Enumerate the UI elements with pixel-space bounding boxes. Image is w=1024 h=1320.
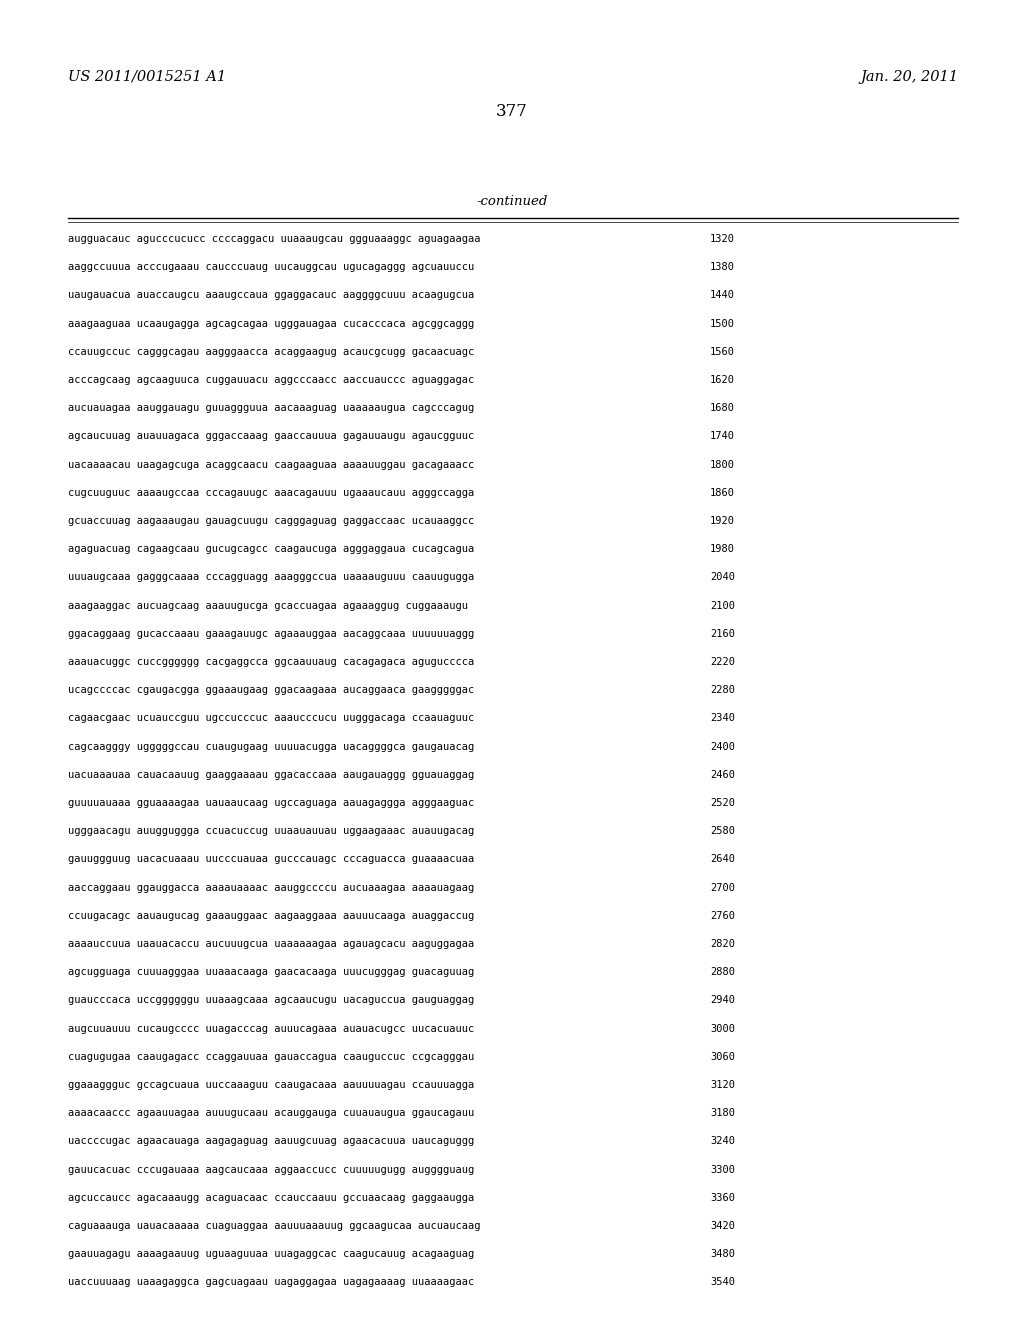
Text: 2580: 2580 xyxy=(710,826,735,836)
Text: 2040: 2040 xyxy=(710,573,735,582)
Text: cagcaagggу ugggggccau cuaugugaag uuuuacugga uacaggggca gaugauacag: cagcaagggу ugggggccau cuaugugaag uuuuacu… xyxy=(68,742,474,751)
Text: aucuauagaa aauggauagu guuaggguua aacaaaguag uaaaaaugua cagcccagug: aucuauagaa aauggauagu guuaggguua aacaaag… xyxy=(68,403,474,413)
Text: 1560: 1560 xyxy=(710,347,735,356)
Text: 2760: 2760 xyxy=(710,911,735,921)
Text: aaaacaaccc agaauuagaa auuugucaau acauggauga cuuauaugua ggaucagauu: aaaacaaccc agaauuagaa auuugucaau acaugga… xyxy=(68,1109,474,1118)
Text: aaagaaguaa ucaaugagga agcagcagaa ugggauagaa cucacccaca agcggcaggg: aaagaaguaa ucaaugagga agcagcagaa ugggaua… xyxy=(68,318,474,329)
Text: 1320: 1320 xyxy=(710,234,735,244)
Text: 2460: 2460 xyxy=(710,770,735,780)
Text: gauucacuac cccugauaaa aagcaucaaa aggaaccucc cuuuuugugg augggguaug: gauucacuac cccugauaaa aagcaucaaa aggaacc… xyxy=(68,1164,474,1175)
Text: 2940: 2940 xyxy=(710,995,735,1006)
Text: gauuggguug uacacuaaau uucccuauaa gucccauagc cccaguacca guaaaacuaa: gauuggguug uacacuaaau uucccuauaa gucccau… xyxy=(68,854,474,865)
Text: ccauugccuc cagggcagau aagggaacca acaggaagug acaucgcugg gacaacuagc: ccauugccuc cagggcagau aagggaacca acaggaa… xyxy=(68,347,474,356)
Text: 3120: 3120 xyxy=(710,1080,735,1090)
Text: 1620: 1620 xyxy=(710,375,735,385)
Text: agcuccaucc agacaaaugg acaguacaac ccauccaauu gccuaacaag gaggaaugga: agcuccaucc agacaaaugg acaguacaac ccaucca… xyxy=(68,1193,474,1203)
Text: ucagccccac cgaugacgga ggaaaugaag ggacaagaaa aucaggaaca gaagggggac: ucagccccac cgaugacgga ggaaaugaag ggacaag… xyxy=(68,685,474,696)
Text: 1440: 1440 xyxy=(710,290,735,301)
Text: augguacauc agucccucucc ccccaggacu uuaaaugcau ggguaaaggc aguagaagaa: augguacauc agucccucucc ccccaggacu uuaaau… xyxy=(68,234,480,244)
Text: guuuuauaaa gguaaaagaa uauaaucaag ugccaguaga aauagaggga agggaaguac: guuuuauaaa gguaaaagaa uauaaucaag ugccagu… xyxy=(68,799,474,808)
Text: 3000: 3000 xyxy=(710,1023,735,1034)
Text: aaauacuggc cuccgggggg cacgaggcca ggcaauuaug cacagagaca agugucccca: aaauacuggc cuccgggggg cacgaggcca ggcaauu… xyxy=(68,657,474,667)
Text: 1500: 1500 xyxy=(710,318,735,329)
Text: 2640: 2640 xyxy=(710,854,735,865)
Text: 2280: 2280 xyxy=(710,685,735,696)
Text: aaagaaggac aucuagcaag aaauugucga gcaccuagaa agaaaggug cuggaaaugu: aaagaaggac aucuagcaag aaauugucga gcaccua… xyxy=(68,601,468,611)
Text: 1980: 1980 xyxy=(710,544,735,554)
Text: 1680: 1680 xyxy=(710,403,735,413)
Text: 1860: 1860 xyxy=(710,488,735,498)
Text: Jan. 20, 2011: Jan. 20, 2011 xyxy=(860,70,958,84)
Text: ccuugacagc aauaugucag gaaauggaac aagaaggaaa aauuucaaga auaggaccug: ccuugacagc aauaugucag gaaauggaac aagaagg… xyxy=(68,911,474,921)
Text: 1380: 1380 xyxy=(710,263,735,272)
Text: 3060: 3060 xyxy=(710,1052,735,1061)
Text: 3180: 3180 xyxy=(710,1109,735,1118)
Text: 2520: 2520 xyxy=(710,799,735,808)
Text: uaccuuuaag uaaagaggca gagcuagaau uagaggagaa uagagaaaag uuaaaagaac: uaccuuuaag uaaagaggca gagcuagaau uagagga… xyxy=(68,1278,474,1287)
Text: caguaaauga uauacaaaaa cuaguaggaa aauuuaaauug ggcaagucaa aucuaucaag: caguaaauga uauacaaaaa cuaguaggaa aauuuaa… xyxy=(68,1221,480,1232)
Text: ggaaaggguc gccagcuaua uuccaaaguu caaugacaaa aauuuuagau ccauuuagga: ggaaaggguc gccagcuaua uuccaaaguu caaugac… xyxy=(68,1080,474,1090)
Text: 2220: 2220 xyxy=(710,657,735,667)
Text: 2100: 2100 xyxy=(710,601,735,611)
Text: uaccccugac agaacauaga aagagaguag aauugcuuag agaacacuua uaucaguggg: uaccccugac agaacauaga aagagaguag aauugcu… xyxy=(68,1137,474,1146)
Text: 2340: 2340 xyxy=(710,713,735,723)
Text: cugcuuguuc aaaaugccaa cccagauugc aaacagauuu ugaaaucauu agggccagga: cugcuuguuc aaaaugccaa cccagauugc aaacaga… xyxy=(68,488,474,498)
Text: 2820: 2820 xyxy=(710,939,735,949)
Text: US 2011/0015251 A1: US 2011/0015251 A1 xyxy=(68,70,226,84)
Text: uaugauacua auaccaugcu aaaugccaua ggaggacauc aaggggcuuu acaagugcua: uaugauacua auaccaugcu aaaugccaua ggaggac… xyxy=(68,290,474,301)
Text: 1800: 1800 xyxy=(710,459,735,470)
Text: cuagugugaa caaugagacc ccaggauuaa gauaccagua caauguccuc ccgcagggau: cuagugugaa caaugagacc ccaggauuaa gauacca… xyxy=(68,1052,474,1061)
Text: uuuaugcaaa gagggcaaaa cccagguagg aaagggccua uaaaauguuu caauugugga: uuuaugcaaa gagggcaaaa cccagguagg aaagggc… xyxy=(68,573,474,582)
Text: ugggaacagu auugguggga ccuacuccug uuaauauuau uggaagaaac auauugacag: ugggaacagu auugguggga ccuacuccug uuaauau… xyxy=(68,826,474,836)
Text: aaggccuuua acccugaaau caucccuaug uucauggcau ugucagaggg agcuauuccu: aaggccuuua acccugaaau caucccuaug uucaugg… xyxy=(68,263,474,272)
Text: 3360: 3360 xyxy=(710,1193,735,1203)
Text: gaauuagagu aaaagaauug uguaaguuaa uuagaggcac caagucauug acagaaguag: gaauuagagu aaaagaauug uguaaguuaa uuagagg… xyxy=(68,1249,474,1259)
Text: agcaucuuag auauuagaca gggaccaaag gaaccauuua gagauuaugu agaucgguuc: agcaucuuag auauuagaca gggaccaaag gaaccau… xyxy=(68,432,474,441)
Text: 1740: 1740 xyxy=(710,432,735,441)
Text: agcugguaga cuuuagggaa uuaaacaaga gaacacaaga uuucugggag guacaguuag: agcugguaga cuuuagggaa uuaaacaaga gaacaca… xyxy=(68,968,474,977)
Text: ggacaggaag gucaccaaau gaaagauugc agaaauggaa aacaggcaaa uuuuuuaggg: ggacaggaag gucaccaaau gaaagauugc agaaaug… xyxy=(68,628,474,639)
Text: 3300: 3300 xyxy=(710,1164,735,1175)
Text: 2700: 2700 xyxy=(710,883,735,892)
Text: guaucccaca uccggggggu uuaaagcaaa agcaaucugu uacaguccua gauguaggag: guaucccaca uccggggggu uuaaagcaaa agcaauc… xyxy=(68,995,474,1006)
Text: 3240: 3240 xyxy=(710,1137,735,1146)
Text: -continued: -continued xyxy=(476,195,548,209)
Text: 3420: 3420 xyxy=(710,1221,735,1232)
Text: 377: 377 xyxy=(496,103,528,120)
Text: uacuaaauaa cauacaauug gaaggaaaau ggacaccaaa aaugauaggg gguauaggag: uacuaaauaa cauacaauug gaaggaaaau ggacacc… xyxy=(68,770,474,780)
Text: aaccaggaau ggauggacca aaaauaaaac aauggccccu aucuaaagaa aaaauagaag: aaccaggaau ggauggacca aaaauaaaac aauggcc… xyxy=(68,883,474,892)
Text: 2160: 2160 xyxy=(710,628,735,639)
Text: aaaauccuua uaauacaccu aucuuugcua uaaaaaagaa agauagcacu aaguggagaa: aaaauccuua uaauacaccu aucuuugcua uaaaaaa… xyxy=(68,939,474,949)
Text: gcuaccuuag aagaaaugau gauagcuugu cagggaguag gaggaccaac ucauaaggcc: gcuaccuuag aagaaaugau gauagcuugu cagggag… xyxy=(68,516,474,525)
Text: 3540: 3540 xyxy=(710,1278,735,1287)
Text: 1920: 1920 xyxy=(710,516,735,525)
Text: cagaacgaac ucuauccguu ugccucccuc aaaucccucu uugggacaga ccaauaguuc: cagaacgaac ucuauccguu ugccucccuc aaauccc… xyxy=(68,713,474,723)
Text: acccagcaag agcaaguuca cuggauuacu aggcccaacc aaccuauccc aguaggagac: acccagcaag agcaaguuca cuggauuacu aggccca… xyxy=(68,375,474,385)
Text: agaguacuag cagaagcaau gucugcagcc caagaucuga agggaggaua cucagcagua: agaguacuag cagaagcaau gucugcagcc caagauc… xyxy=(68,544,474,554)
Text: augcuuauuu cucaugcccc uuagacccag auuucagaaa auauacugcc uucacuauuc: augcuuauuu cucaugcccc uuagacccag auuucag… xyxy=(68,1023,474,1034)
Text: 3480: 3480 xyxy=(710,1249,735,1259)
Text: uacaaaacau uaagagcuga acaggcaacu caagaaguaa aaaauuggau gacagaaacc: uacaaaacau uaagagcuga acaggcaacu caagaag… xyxy=(68,459,474,470)
Text: 2400: 2400 xyxy=(710,742,735,751)
Text: 2880: 2880 xyxy=(710,968,735,977)
